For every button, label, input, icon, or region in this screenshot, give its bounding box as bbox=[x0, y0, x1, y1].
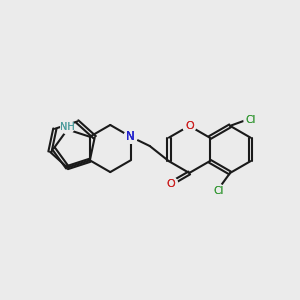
Circle shape bbox=[183, 119, 196, 132]
Circle shape bbox=[124, 130, 137, 143]
Text: N: N bbox=[126, 130, 135, 143]
Text: O: O bbox=[185, 121, 194, 131]
Text: Cl: Cl bbox=[245, 115, 256, 125]
Text: Cl: Cl bbox=[214, 186, 224, 196]
Text: NH: NH bbox=[60, 122, 75, 132]
Text: O: O bbox=[185, 121, 194, 131]
Text: O: O bbox=[167, 178, 175, 189]
Circle shape bbox=[124, 130, 137, 143]
Text: O: O bbox=[167, 178, 175, 189]
Circle shape bbox=[183, 119, 196, 132]
Text: Cl: Cl bbox=[214, 186, 224, 196]
Circle shape bbox=[212, 185, 225, 198]
Text: N: N bbox=[126, 130, 135, 143]
Circle shape bbox=[164, 177, 177, 190]
Circle shape bbox=[164, 177, 177, 190]
Circle shape bbox=[244, 113, 257, 126]
Text: Cl: Cl bbox=[245, 115, 256, 125]
Circle shape bbox=[61, 121, 74, 134]
Text: N: N bbox=[126, 130, 135, 143]
Circle shape bbox=[212, 185, 225, 198]
Circle shape bbox=[124, 130, 137, 143]
Text: NH: NH bbox=[60, 122, 75, 132]
Circle shape bbox=[61, 121, 74, 134]
Circle shape bbox=[244, 113, 257, 126]
